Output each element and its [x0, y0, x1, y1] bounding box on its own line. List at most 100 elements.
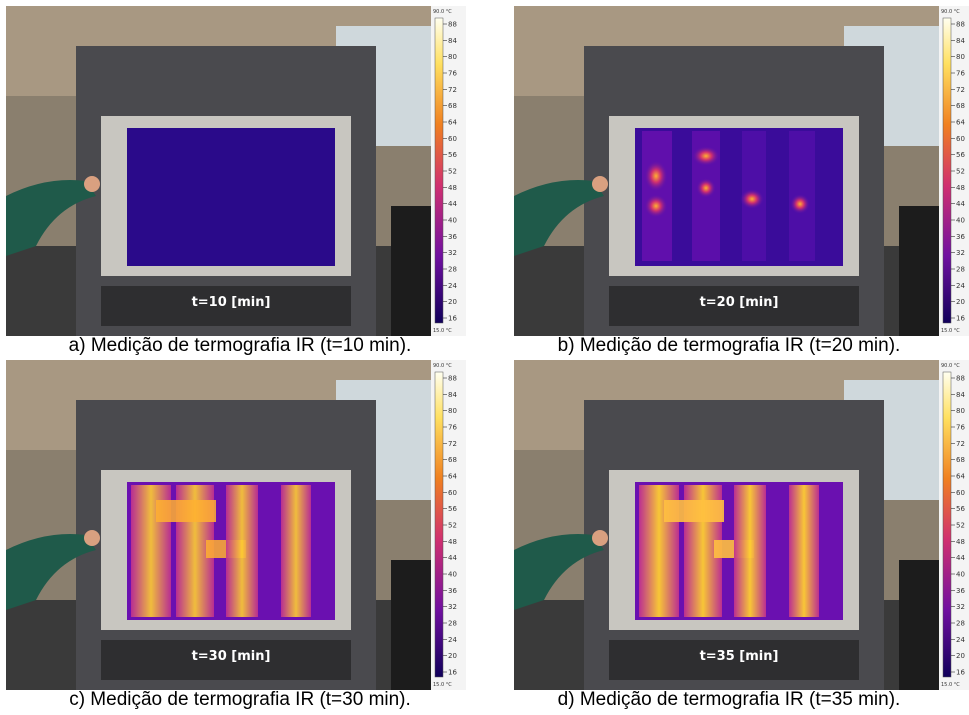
colorbar-tick-label: 52	[956, 168, 965, 176]
colorbar-tick-label: 48	[448, 184, 457, 192]
colorbar-tick-label: 80	[956, 407, 965, 415]
overlay-time-label-c: t=30 [min]	[192, 649, 271, 664]
colorbar-tick-label: 68	[956, 456, 965, 464]
thermography-image-d: t=35 [min] 90.0 °C 88 84 80 76 72 68 64 60 56 52 4…	[514, 360, 969, 690]
colorbar-tick-label: 80	[956, 53, 965, 61]
thermography-panel-b: t=20 [min] 90.0 °C 88 84 80 76 72 68 64 60 56 52 4…	[514, 6, 969, 336]
colorbar-tick-label: 72	[956, 86, 965, 94]
colorbar-tick-label: 36	[448, 233, 457, 241]
colorbar-ticks-d: 88 84 80 76 72 68 64 60 56 52 48 44 40 36 32 28 24 20 16	[951, 375, 965, 677]
colorbar-tick-label: 24	[448, 282, 457, 290]
colorbar-tick-label: 40	[448, 217, 457, 225]
colorbar-tick-label: 84	[448, 391, 457, 399]
thermography-panel-d: t=35 [min] 90.0 °C 88 84 80 76 72 68 64 60 56 52 4…	[514, 360, 969, 690]
thermography-image-c: t=30 [min] 90.0 °C 88 84 80 76 72 68 64 60 56 52 4…	[6, 360, 466, 690]
colorbar-tick-label: 36	[956, 233, 965, 241]
colorbar-tick-label: 56	[956, 151, 965, 159]
colorbar-min-label-d: 15.0 °C	[941, 682, 960, 688]
colorbar-min-label-a: 15.0 °C	[433, 328, 452, 334]
colorbar-tick-label: 32	[956, 603, 965, 611]
colorbar-tick-label: 80	[448, 53, 457, 61]
colorbar-tick-label: 88	[448, 375, 457, 383]
colorbar-tick-label: 48	[448, 538, 457, 546]
colorbar-max-label-d: 90.0 °C	[941, 363, 960, 369]
colorbar-tick-label: 44	[956, 200, 965, 208]
colorbar-ticks-a: 88 84 80 76 72 68 64 60 56 52 48 44 40 36 32 28 24 20 16	[443, 21, 457, 323]
colorbar-ticks-c: 88 84 80 76 72 68 64 60 56 52 48 44 40 36 32 28 24 20 16	[443, 375, 457, 677]
colorbar-tick-label: 20	[448, 652, 457, 660]
colorbar-tick-label: 64	[956, 473, 965, 481]
colorbar-tick-label: 76	[448, 70, 457, 78]
colorbar-tick-label: 84	[956, 37, 965, 45]
colorbar-tick-label: 76	[956, 424, 965, 432]
colorbar-tick-label: 20	[956, 652, 965, 660]
colorbar-tick-label: 52	[448, 168, 457, 176]
colorbar-tick-label: 68	[956, 102, 965, 110]
colorbar-tick-label: 76	[956, 70, 965, 78]
colorbar-tick-label: 40	[956, 571, 965, 579]
colorbar-tick-label: 80	[448, 407, 457, 415]
caption-d: d) Medição de termografia IR (t=35 min).	[557, 689, 901, 710]
colorbar-tick-label: 20	[448, 298, 457, 306]
colorbar-tick-label: 76	[448, 424, 457, 432]
colorbar-tick-label: 24	[956, 282, 965, 290]
colorbar-tick-label: 32	[956, 249, 965, 257]
thermography-panel-a: t=10 [min] 90.0 °C 88 84 80 76 72 68 64 60 56 52 4…	[6, 6, 466, 336]
colorbar-tick-label: 16	[956, 669, 965, 677]
thermography-image-b: t=20 [min] 90.0 °C 88 84 80 76 72 68 64 60 56 52 4…	[514, 6, 969, 336]
colorbar-tick-label: 20	[956, 298, 965, 306]
colorbar-tick-label: 24	[956, 636, 965, 644]
colorbar-tick-label: 64	[448, 473, 457, 481]
thermography-panel-c: t=30 [min] 90.0 °C 88 84 80 76 72 68 64 60 56 52 4…	[6, 360, 466, 690]
colorbar-tick-label: 32	[448, 249, 457, 257]
colorbar-tick-label: 28	[448, 620, 457, 628]
colorbar-min-label-c: 15.0 °C	[433, 682, 452, 688]
colorbar-tick-label: 68	[448, 456, 457, 464]
colorbar-tick-label: 56	[956, 505, 965, 513]
colorbar-tick-label: 56	[448, 151, 457, 159]
colorbar-tick-label: 48	[956, 184, 965, 192]
colorbar-tick-label: 28	[956, 620, 965, 628]
colorbar-max-label-c: 90.0 °C	[433, 363, 452, 369]
colorbar-tick-label: 60	[448, 135, 457, 143]
colorbar-tick-label: 72	[956, 440, 965, 448]
colorbar-tick-label: 44	[448, 200, 457, 208]
colorbar-tick-label: 40	[448, 571, 457, 579]
colorbar-tick-label: 88	[956, 21, 965, 29]
colorbar-tick-label: 84	[956, 391, 965, 399]
colorbar-tick-label: 40	[956, 217, 965, 225]
colorbar-tick-label: 52	[448, 522, 457, 530]
colorbar-tick-label: 68	[448, 102, 457, 110]
colorbar-tick-label: 16	[956, 315, 965, 323]
colorbar-tick-label: 36	[956, 587, 965, 595]
colorbar-tick-label: 88	[448, 21, 457, 29]
colorbar-tick-label: 60	[448, 489, 457, 497]
thermography-image-a: t=10 [min] 90.0 °C 88 84 80 76 72 68 64 60 56 52 4…	[6, 6, 466, 336]
colorbar-tick-label: 52	[956, 522, 965, 530]
colorbar-max-label-b: 90.0 °C	[941, 9, 960, 15]
colorbar-tick-label: 64	[448, 119, 457, 127]
colorbar-tick-label: 16	[448, 315, 457, 323]
overlay-time-label-a: t=10 [min]	[192, 295, 271, 310]
caption-a: a) Medição de termografia IR (t=10 min).	[68, 335, 412, 356]
colorbar-tick-label: 88	[956, 375, 965, 383]
colorbar-tick-label: 72	[448, 86, 457, 94]
overlay-time-label-d: t=35 [min]	[700, 649, 779, 664]
colorbar-tick-label: 36	[448, 587, 457, 595]
colorbar-tick-label: 24	[448, 636, 457, 644]
colorbar-tick-label: 64	[956, 119, 965, 127]
colorbar-tick-label: 56	[448, 505, 457, 513]
caption-c: c) Medição de termografia IR (t=30 min).	[69, 689, 411, 710]
overlay-time-label-b: t=20 [min]	[700, 295, 779, 310]
caption-b: b) Medição de termografia IR (t=20 min).	[557, 335, 901, 356]
colorbar-tick-label: 16	[448, 669, 457, 677]
colorbar-tick-label: 28	[448, 266, 457, 274]
colorbar-tick-label: 44	[956, 554, 965, 562]
colorbar-tick-label: 72	[448, 440, 457, 448]
colorbar-tick-label: 32	[448, 603, 457, 611]
colorbar-tick-label: 44	[448, 554, 457, 562]
colorbar-tick-label: 60	[956, 135, 965, 143]
colorbar-tick-label: 60	[956, 489, 965, 497]
colorbar-ticks-b: 88 84 80 76 72 68 64 60 56 52 48 44 40 36 32 28 24 20 16	[951, 21, 965, 323]
colorbar-tick-label: 84	[448, 37, 457, 45]
